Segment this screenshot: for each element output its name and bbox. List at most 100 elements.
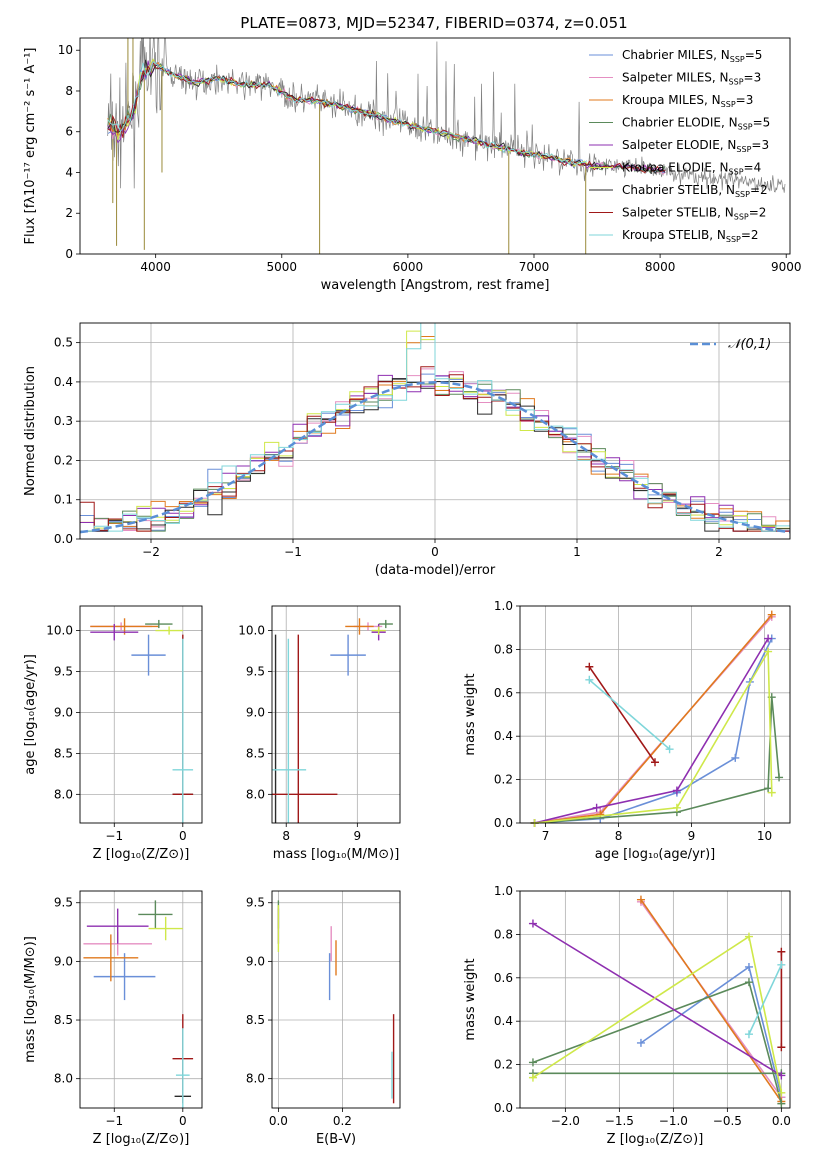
legend-label: Kroupa ELODIE, NSSP=4 <box>622 161 761 177</box>
x-tick-label: 9 <box>688 829 696 843</box>
legend-subscript: SSP <box>726 235 741 244</box>
y-tick-label: 0.5 <box>54 336 73 350</box>
weight-marker <box>651 758 659 767</box>
legend-nssp: =2 <box>749 206 767 220</box>
legend-nssp: =5 <box>745 48 763 62</box>
legend-nssp: =3 <box>744 71 762 85</box>
y-tick-label: 0.0 <box>494 816 513 830</box>
y-tick-label: 1.0 <box>494 599 513 613</box>
legend-subscript: SSP <box>736 145 751 154</box>
x-tick-label: 1 <box>573 545 581 559</box>
weight-marker <box>744 932 753 941</box>
x-tick-label: 0.2 <box>333 1114 352 1128</box>
x-tick-label: 0.0 <box>269 1114 288 1128</box>
y-tick-label: 9.0 <box>246 705 265 719</box>
weight-line <box>640 899 783 1102</box>
x-tick-label: 8 <box>615 829 623 843</box>
y-tick-label: 9.0 <box>54 705 73 719</box>
x-axis-label: Z [log₁₀(Z/Z⊙)] <box>93 1132 190 1147</box>
x-tick-label: 8 <box>282 829 290 843</box>
weight-vs-age-panel: 7 8 9 10 0.0 0.2 0.4 0.6 0.8 1.0 age [log₁₀(age/yr… <box>463 599 791 862</box>
legend-nssp: =5 <box>753 116 771 130</box>
y-tick-label: 2 <box>65 206 73 220</box>
weight-marker <box>585 662 594 671</box>
weight-line <box>534 614 773 823</box>
y-tick-label: 8.0 <box>246 1072 265 1086</box>
y-tick-label: 4 <box>65 165 73 179</box>
age-vs-metallicity-panel: −1 0 8.0 8.5 9.0 9.5 10.0 Z [log₁₀(Z/Z⊙)] age [l… <box>23 605 203 862</box>
weight-line <box>534 638 769 823</box>
weight-marker <box>665 745 674 754</box>
y-tick-label: 9.0 <box>54 954 73 968</box>
weight-marker <box>764 647 773 656</box>
x-tick-label: −1 <box>284 545 302 559</box>
legend-nssp: =4 <box>744 161 762 175</box>
weight-marker <box>528 1058 537 1067</box>
y-axis-label: mass [log₁₀(M/M⊙)] <box>23 936 38 1063</box>
model-spectrum-line <box>107 61 666 174</box>
x-tick-label: −2 <box>142 545 160 559</box>
residual-histogram <box>80 323 790 532</box>
y-tick-label: 0 <box>65 247 73 261</box>
model-spectrum-line <box>107 60 588 166</box>
weight-marker <box>528 1073 537 1082</box>
x-axis-label: (data-model)/error <box>375 563 496 578</box>
y-tick-label: 0.2 <box>54 453 73 467</box>
y-tick-label: 0.4 <box>54 375 73 389</box>
legend-subscript: SSP <box>735 190 750 199</box>
weight-marker <box>596 810 605 819</box>
residual-histogram <box>80 374 790 532</box>
x-tick-label: −1 <box>105 1114 123 1128</box>
legend-nssp: =2 <box>741 228 759 242</box>
x-tick-label: 2 <box>715 545 723 559</box>
x-tick-label: 0.0 <box>772 1114 791 1128</box>
legend-subscript: SSP <box>729 78 744 87</box>
mass-vs-metallicity-panel: −1 0 8.0 8.5 9.0 9.5 Z [log₁₀(Z/Z⊙)] mass [log₁… <box>23 890 203 1147</box>
weight-line <box>748 964 783 1035</box>
figure-title: PLATE=0873, MJD=52347, FIBERID=0374, z=0… <box>240 14 627 32</box>
spectrum-panel: 4000 5000 6000 7000 8000 9000 0 2 4 6 8 10 wavelengt… <box>23 37 801 293</box>
y-tick-label: 8.5 <box>54 1013 73 1027</box>
y-tick-label: 10 <box>58 43 73 57</box>
weight-marker <box>777 1071 786 1080</box>
x-tick-label: 7000 <box>519 260 550 274</box>
weight-marker <box>777 960 786 969</box>
axes-frame <box>271 605 401 824</box>
y-tick-label: 0.3 <box>54 414 73 428</box>
y-tick-label: 6 <box>65 125 73 139</box>
x-axis-label: age [log₁₀(age/yr)] <box>595 847 716 862</box>
weight-line <box>588 679 671 750</box>
weight-marker <box>775 773 784 782</box>
axes-frame <box>79 890 203 1109</box>
y-tick-label: 8.0 <box>246 787 265 801</box>
weight-marker <box>777 1043 786 1052</box>
legend-nssp: =3 <box>736 93 754 107</box>
y-tick-label: 9.5 <box>246 665 265 679</box>
y-tick-label: 8.0 <box>54 787 73 801</box>
weight-marker <box>767 610 776 619</box>
x-tick-label: 0 <box>179 1114 187 1128</box>
y-tick-label: 0.6 <box>494 971 513 985</box>
weight-marker <box>585 675 594 684</box>
weight-line <box>588 666 656 763</box>
weight-marker <box>672 786 681 795</box>
x-axis-label: Z [log₁₀(Z/Z⊙)] <box>607 1132 704 1147</box>
legend-label: Salpeter STELIB, NSSP=2 <box>622 206 766 222</box>
x-tick-label: 6000 <box>393 260 424 274</box>
weight-line <box>534 616 773 823</box>
weight-marker <box>744 978 753 987</box>
legend-nssp: =2 <box>750 183 768 197</box>
y-tick-label: 9.5 <box>54 665 73 679</box>
weight-vs-metallicity-panel: −2.0 −1.5 −1.0 −0.5 0.0 0.0 0.2 0.4 0.6 0.8 1.0 Z [… <box>463 884 791 1147</box>
y-tick-label: 0.6 <box>494 686 513 700</box>
y-tick-label: 10.0 <box>238 624 265 638</box>
weight-marker <box>731 753 740 762</box>
y-tick-label: 1.0 <box>494 884 513 898</box>
y-tick-label: 8.5 <box>246 1013 265 1027</box>
age-vs-mass-panel: 8 9 8.0 8.5 9.0 9.5 10.0 mass [log₁₀(M/M⊙)] <box>238 605 401 862</box>
weight-marker <box>764 784 773 793</box>
legend-label: Chabrier STELIB, NSSP=2 <box>622 183 768 199</box>
y-tick-label: 0.2 <box>494 1058 513 1072</box>
legend-label: Salpeter ELODIE, NSSP=3 <box>622 138 769 154</box>
